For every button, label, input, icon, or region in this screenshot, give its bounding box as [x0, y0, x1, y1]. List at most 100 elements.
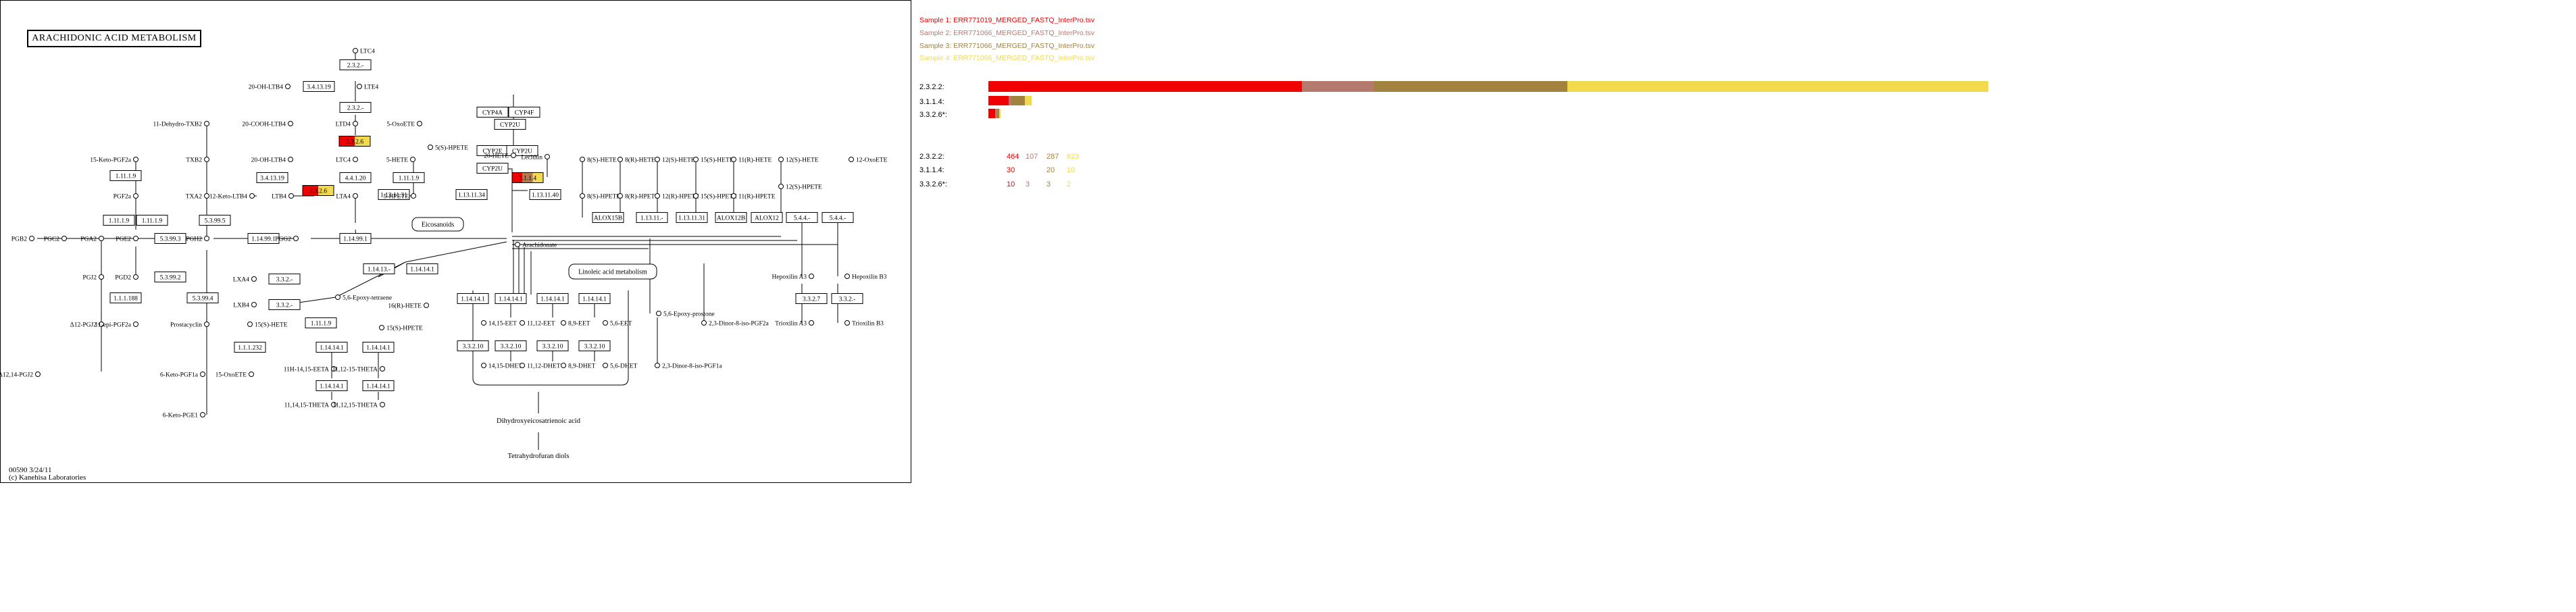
bar-segment[interactable]	[988, 81, 1302, 92]
enzyme-box[interactable]: 1.1.1.188	[109, 292, 142, 303]
enzyme-box[interactable]: 1.13.11.34	[455, 189, 488, 200]
enzyme-box[interactable]: 3.3.2.-	[268, 299, 301, 310]
compound-node[interactable]: 20-HETE	[484, 153, 516, 160]
compound-node[interactable]: Lecithin	[521, 154, 550, 161]
compound-node[interactable]: Trioxilin B3	[844, 320, 884, 328]
compound-node[interactable]: 15(S)-HETE	[247, 322, 288, 329]
enzyme-box[interactable]: ALOX15B	[592, 212, 624, 223]
enzyme-box[interactable]: 3.3.2.6	[302, 185, 334, 196]
enzyme-box[interactable]: 1.14.14.1	[362, 342, 395, 353]
enzyme-box[interactable]: 1.14.14.1	[457, 293, 489, 304]
compound-node[interactable]: 5,6-EET	[603, 320, 632, 328]
compound-node[interactable]: 5(S)-HPETE	[428, 145, 469, 152]
compound-node[interactable]: 11,12-EET	[520, 320, 555, 328]
compound-node[interactable]: 11,12-DHET	[520, 363, 561, 370]
compound-node[interactable]: 11-epi-PGF2a	[95, 322, 138, 329]
enzyme-box[interactable]: 3.1.1.4	[511, 172, 544, 183]
compound-node[interactable]: 2,3-Dinor-8-iso-PGF2a	[701, 320, 769, 328]
compound-node[interactable]: 8,9-DHET	[561, 363, 596, 370]
compound-node[interactable]: 20-COOH-LTB4	[242, 121, 293, 128]
compound-node[interactable]: 12(R)-HPETE	[655, 193, 700, 201]
compound-node[interactable]: 12(S)-HETE	[655, 157, 695, 164]
compound-node[interactable]: 12(S)-HETE	[778, 157, 819, 164]
enzyme-box[interactable]: 1.11.1.9	[305, 317, 337, 328]
enzyme-box[interactable]: 3.3.2.-	[831, 293, 863, 304]
enzyme-box[interactable]: 2.3.2.-	[339, 102, 372, 113]
bar-segment[interactable]	[1301, 81, 1374, 92]
compound-node[interactable]: Hepoxilin B3	[844, 274, 887, 281]
enzyme-box[interactable]: 1.14.14.1	[315, 380, 348, 391]
compound-node[interactable]: LTE4	[357, 84, 379, 91]
compound-node[interactable]: 5,6-Epoxy-prostone	[656, 311, 715, 318]
enzyme-box[interactable]: 3.3.2.10	[578, 340, 611, 351]
bar-segment[interactable]	[1011, 96, 1025, 105]
enzyme-box[interactable]: 1.14.14.1	[536, 293, 569, 304]
compound-node[interactable]: 14,15-DHET	[481, 363, 523, 370]
compound-node[interactable]: 8(R)-HETE	[617, 157, 656, 164]
compound-node[interactable]: PGC2	[44, 236, 67, 243]
compound-node[interactable]: 11,14,15-THETA	[284, 402, 336, 409]
bar-segment[interactable]	[994, 109, 997, 118]
compound-node[interactable]: 11,12-15-THETA	[332, 366, 385, 374]
enzyme-box[interactable]: 3.3.2.10	[536, 340, 569, 351]
compound-node[interactable]: 5-OxoETE	[386, 121, 422, 128]
compound-node[interactable]: LTC4	[353, 48, 376, 55]
compound-node[interactable]: LTA4	[336, 193, 358, 201]
compound-node[interactable]: TXA2	[186, 193, 209, 201]
compound-node[interactable]: 15-Keto-PGF2a	[90, 157, 138, 164]
compound-node[interactable]: 12(S)-HPETE	[778, 184, 823, 191]
compound-node[interactable]: 16(R)-HETE	[388, 303, 429, 310]
compound-node[interactable]: PGG2	[275, 236, 299, 243]
compound-node[interactable]: PGF2a	[113, 193, 138, 201]
compound-node[interactable]: LXB4	[233, 302, 257, 309]
enzyme-box[interactable]: 3.4.13.19	[303, 81, 335, 92]
compound-node[interactable]: 11H-14,15-EETA	[284, 366, 336, 374]
compound-node[interactable]: LXA4	[233, 276, 257, 284]
compound-node[interactable]: PGH2	[186, 236, 209, 243]
bar-segment[interactable]	[1008, 96, 1011, 105]
compound-node[interactable]: 12-Keto-LTB4	[209, 193, 255, 201]
compound-node[interactable]: PGJ2	[82, 274, 104, 282]
compound-node[interactable]: Prostacyclin	[170, 322, 209, 329]
compound-node[interactable]: Trioxilin A3	[775, 320, 814, 328]
compound-node[interactable]: 5-HETE	[386, 157, 415, 164]
enzyme-box[interactable]: 1.14.14.1	[578, 293, 611, 304]
compound-node[interactable]: 2,3-Dinor-8-iso-PGF1a	[655, 363, 723, 370]
enzyme-box[interactable]: 2.3.2.-	[339, 59, 372, 70]
enzyme-box[interactable]: 1.13.11.-	[636, 212, 668, 223]
enzyme-box[interactable]: 1.11.1.9	[109, 170, 142, 181]
enzyme-box[interactable]: 3.3.2.10	[495, 340, 527, 351]
compound-node[interactable]: 15-Deoxy-Δ12,14-PGJ2	[0, 372, 41, 379]
compound-node[interactable]: PGB2	[11, 236, 34, 243]
enzyme-box[interactable]: 1.14.99.1	[247, 233, 280, 244]
bar-segment[interactable]	[1373, 81, 1568, 92]
enzyme-box[interactable]: 5.3.99.4	[186, 292, 219, 303]
enzyme-box[interactable]: 1.14.14.1	[406, 263, 438, 274]
bar-segment[interactable]	[1567, 81, 1988, 92]
compound-node[interactable]: LTC4	[336, 157, 358, 164]
compound-node[interactable]: 15(S)-HPETE	[379, 325, 424, 332]
compound-node[interactable]: TXB2	[186, 157, 209, 164]
enzyme-box[interactable]: CYP4A	[476, 107, 509, 118]
enzyme-box[interactable]: ALOX12B	[715, 212, 747, 223]
enzyme-box[interactable]: CYP2U	[476, 163, 509, 174]
compound-node[interactable]: PGA2	[80, 236, 104, 243]
compound-node[interactable]: Arachidonate	[515, 242, 557, 249]
compound-node[interactable]: Δ12-PGJ2	[70, 322, 104, 329]
bar-segment[interactable]	[988, 109, 995, 118]
enzyme-box[interactable]: ALOX12	[751, 212, 783, 223]
enzyme-box[interactable]: 5.4.4.-	[786, 212, 818, 223]
compound-node[interactable]: 15-OxoETE	[216, 372, 254, 379]
compound-node[interactable]: Hepoxilin A3	[772, 274, 814, 281]
compound-node[interactable]: PGE2	[116, 236, 138, 243]
enzyme-box[interactable]: 1.13.11.40	[529, 189, 561, 200]
enzyme-box[interactable]: CYP2U	[494, 119, 526, 130]
enzyme-box[interactable]: 1.13.11.31	[378, 189, 410, 200]
enzyme-box[interactable]: 5.4.4.-	[822, 212, 854, 223]
compound-node[interactable]: 5,6-Epoxy-tetraene	[335, 295, 393, 302]
enzyme-box[interactable]: 4.4.1.20	[339, 172, 372, 183]
enzyme-box[interactable]: 3.4.13.19	[256, 172, 288, 183]
bar-segment[interactable]	[988, 96, 1009, 105]
compound-node[interactable]: 6-Keto-PGF1a	[160, 372, 205, 379]
compound-node[interactable]: 15(S)-HPETE	[693, 193, 738, 201]
